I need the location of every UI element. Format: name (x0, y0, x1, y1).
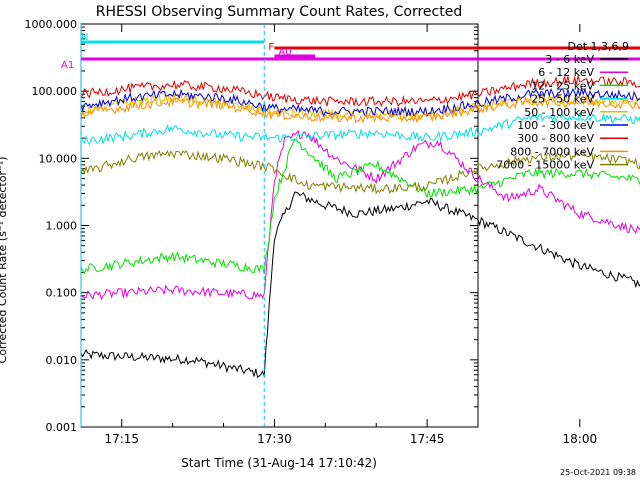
plot-frame (80, 23, 479, 428)
series-line (80, 75, 640, 108)
legend-label: 12 - 25 keV (531, 79, 594, 92)
legend-label: 7000 - 15000 keV (496, 159, 594, 172)
y-tick-label: 1000.000 (25, 18, 78, 31)
x-tick-label: 17:45 (410, 432, 445, 446)
timestamp: 25-Oct-2021 09:38 (560, 468, 636, 477)
flag-bar-segment (81, 40, 265, 44)
chart-title: RHESSI Observing Summary Count Rates, Co… (96, 4, 462, 20)
legend-label: 300 - 800 keV (517, 132, 594, 145)
x-tick-label: 17:15 (104, 432, 139, 446)
legend-label: 800 - 7000 keV (510, 145, 594, 158)
legend-label: 25 - 50 keV (531, 93, 594, 106)
series-line (80, 112, 640, 146)
y-tick-label: 0.001 (46, 421, 78, 434)
plot-border (80, 23, 479, 428)
x-tick-label: 17:30 (257, 432, 292, 446)
y-tick-label: 0.100 (46, 287, 78, 300)
legend-label: 6 - 12 keV (538, 66, 594, 79)
flag-label: A0 (278, 47, 291, 58)
y-tick-label: 1.000 (46, 220, 78, 233)
x-tick-label: 18:00 (563, 432, 598, 446)
y-tick-label: 100.000 (32, 85, 78, 98)
flag-bar-segment (81, 57, 640, 61)
attenuator-lines (80, 24, 265, 427)
flag-label: N (81, 32, 88, 43)
flag-bars: N F A0 A1 (61, 32, 640, 71)
series-line (80, 96, 640, 124)
legend-label: 50 - 100 keV (524, 106, 594, 119)
series-line (80, 191, 640, 379)
series-line (80, 149, 640, 195)
flag-bar-segment (274, 46, 640, 50)
legend-label: 100 - 300 keV (517, 119, 594, 132)
y-tick-label: 0.010 (46, 354, 78, 367)
y-axis-label: Corrected Count Rate (s⁻¹ detector⁻¹) (0, 157, 9, 364)
legend-label: 3 - 6 keV (545, 53, 594, 66)
legend-title: Det 1,3,6,9 (567, 40, 629, 53)
flag-bar-segment (274, 54, 316, 58)
data-series (80, 75, 640, 379)
flag-label: A1 (61, 60, 74, 71)
x-axis-label: Start Time (31-Aug-14 17:10:42) (181, 456, 377, 470)
series-line (80, 130, 640, 301)
y-tick-label: 10.000 (39, 152, 78, 165)
flag-label: F (268, 42, 274, 53)
series-line (80, 138, 640, 275)
y-axis-ticks: 1000.000 100.000 10.000 1.000 0.100 0.010 0.00… (25, 18, 478, 434)
